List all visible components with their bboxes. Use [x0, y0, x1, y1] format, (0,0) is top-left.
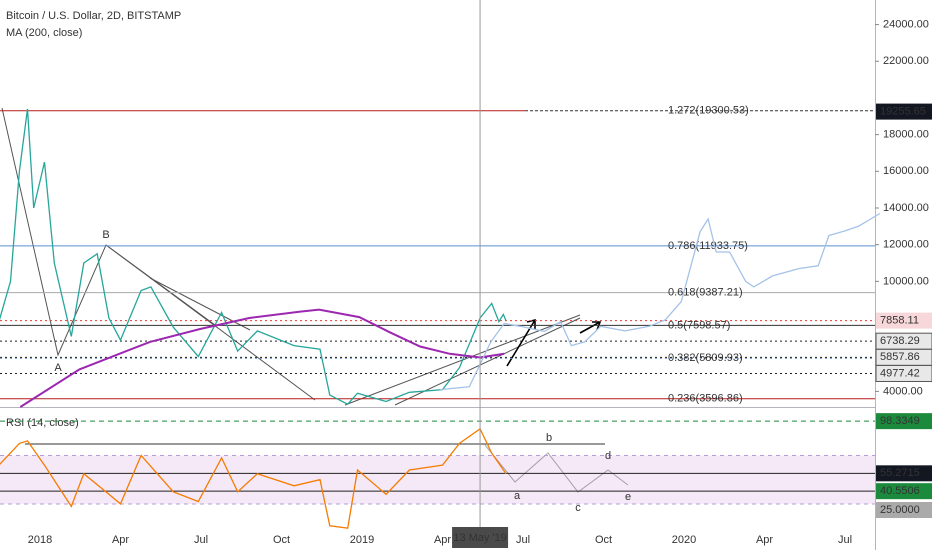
fib-label: 0.5(7598.57) — [668, 319, 730, 331]
price-tag-label: 6738.29 — [880, 335, 920, 347]
annotation: B — [102, 229, 109, 241]
price-tag-label: 98.3349 — [880, 415, 920, 427]
x-tick-label: Apr — [112, 534, 129, 546]
trend-line — [1, 107, 316, 401]
price-tag-label: 40.5506 — [880, 485, 920, 497]
y-tick-label: 10000.00 — [883, 275, 929, 287]
indicator-label: MA (200, close) — [6, 27, 82, 39]
price-tag — [876, 103, 932, 120]
price-tag-label: 55.2715 — [880, 467, 920, 479]
crosshair-label: 13 May '19 — [453, 532, 506, 544]
annotation: c — [575, 502, 581, 514]
price-tag-label: 19255.65 — [880, 106, 926, 118]
fib-label: 0.236(3596.86) — [668, 393, 743, 405]
price-tag — [876, 465, 932, 482]
fib-label: 1.272(19300.53) — [668, 105, 749, 117]
annotation: A — [54, 362, 62, 374]
y-tick-label: 12000.00 — [883, 239, 929, 251]
x-tick-label: Jul — [516, 534, 530, 546]
price-tag — [875, 364, 932, 382]
price-tag-label: 25.0000 — [880, 504, 920, 516]
series-line — [19, 308, 505, 408]
x-tick-label: 2020 — [672, 534, 696, 546]
price-tag — [876, 483, 932, 500]
rsi-band — [0, 455, 875, 504]
price-tag-label: 5857.86 — [880, 351, 920, 363]
arrow — [579, 321, 602, 334]
annotation: d — [605, 450, 611, 462]
rsi-title: RSI (14, close) — [6, 417, 79, 429]
y-tick-label: 14000.00 — [883, 202, 929, 214]
fib-label: 0.382(5809.93) — [668, 352, 743, 364]
trend-line — [105, 244, 216, 326]
annotation: a — [514, 490, 521, 502]
x-tick-label: 2019 — [350, 534, 374, 546]
price-tag-label: 4977.42 — [880, 367, 920, 379]
series-line — [439, 212, 881, 391]
symbol-title: Bitcoin / U.S. Dollar, 2D, BITSTAMP — [6, 10, 181, 22]
fib-label: 0.618(9387.21) — [668, 287, 743, 299]
price-tag — [876, 413, 932, 430]
y-tick-label: 18000.00 — [883, 129, 929, 141]
x-tick-label: 2018 — [28, 534, 52, 546]
rsi-zigzag — [484, 444, 629, 493]
x-tick-label: Apr — [756, 534, 773, 546]
x-tick-label: Jul — [838, 534, 852, 546]
x-tick-label: Jul — [194, 534, 208, 546]
annotation: b — [546, 432, 552, 444]
series-line — [0, 108, 507, 406]
crosshair-tag — [452, 527, 509, 548]
price-tag-label: 7858.11 — [880, 315, 919, 327]
x-tick-label: Apr — [434, 534, 451, 546]
price-tag — [876, 312, 932, 329]
y-tick-label: 4000.00 — [883, 385, 923, 397]
annotation: e — [625, 491, 631, 503]
x-tick-label: Oct — [273, 534, 290, 546]
y-tick-label: 16000.00 — [883, 165, 929, 177]
y-tick-label: 22000.00 — [883, 55, 929, 67]
fib-label: 0.786(11933.75) — [668, 240, 748, 252]
series-line — [0, 427, 507, 529]
y-tick-label: 24000.00 — [883, 18, 929, 30]
price-tag — [876, 502, 932, 519]
x-tick-label: Oct — [595, 534, 612, 546]
